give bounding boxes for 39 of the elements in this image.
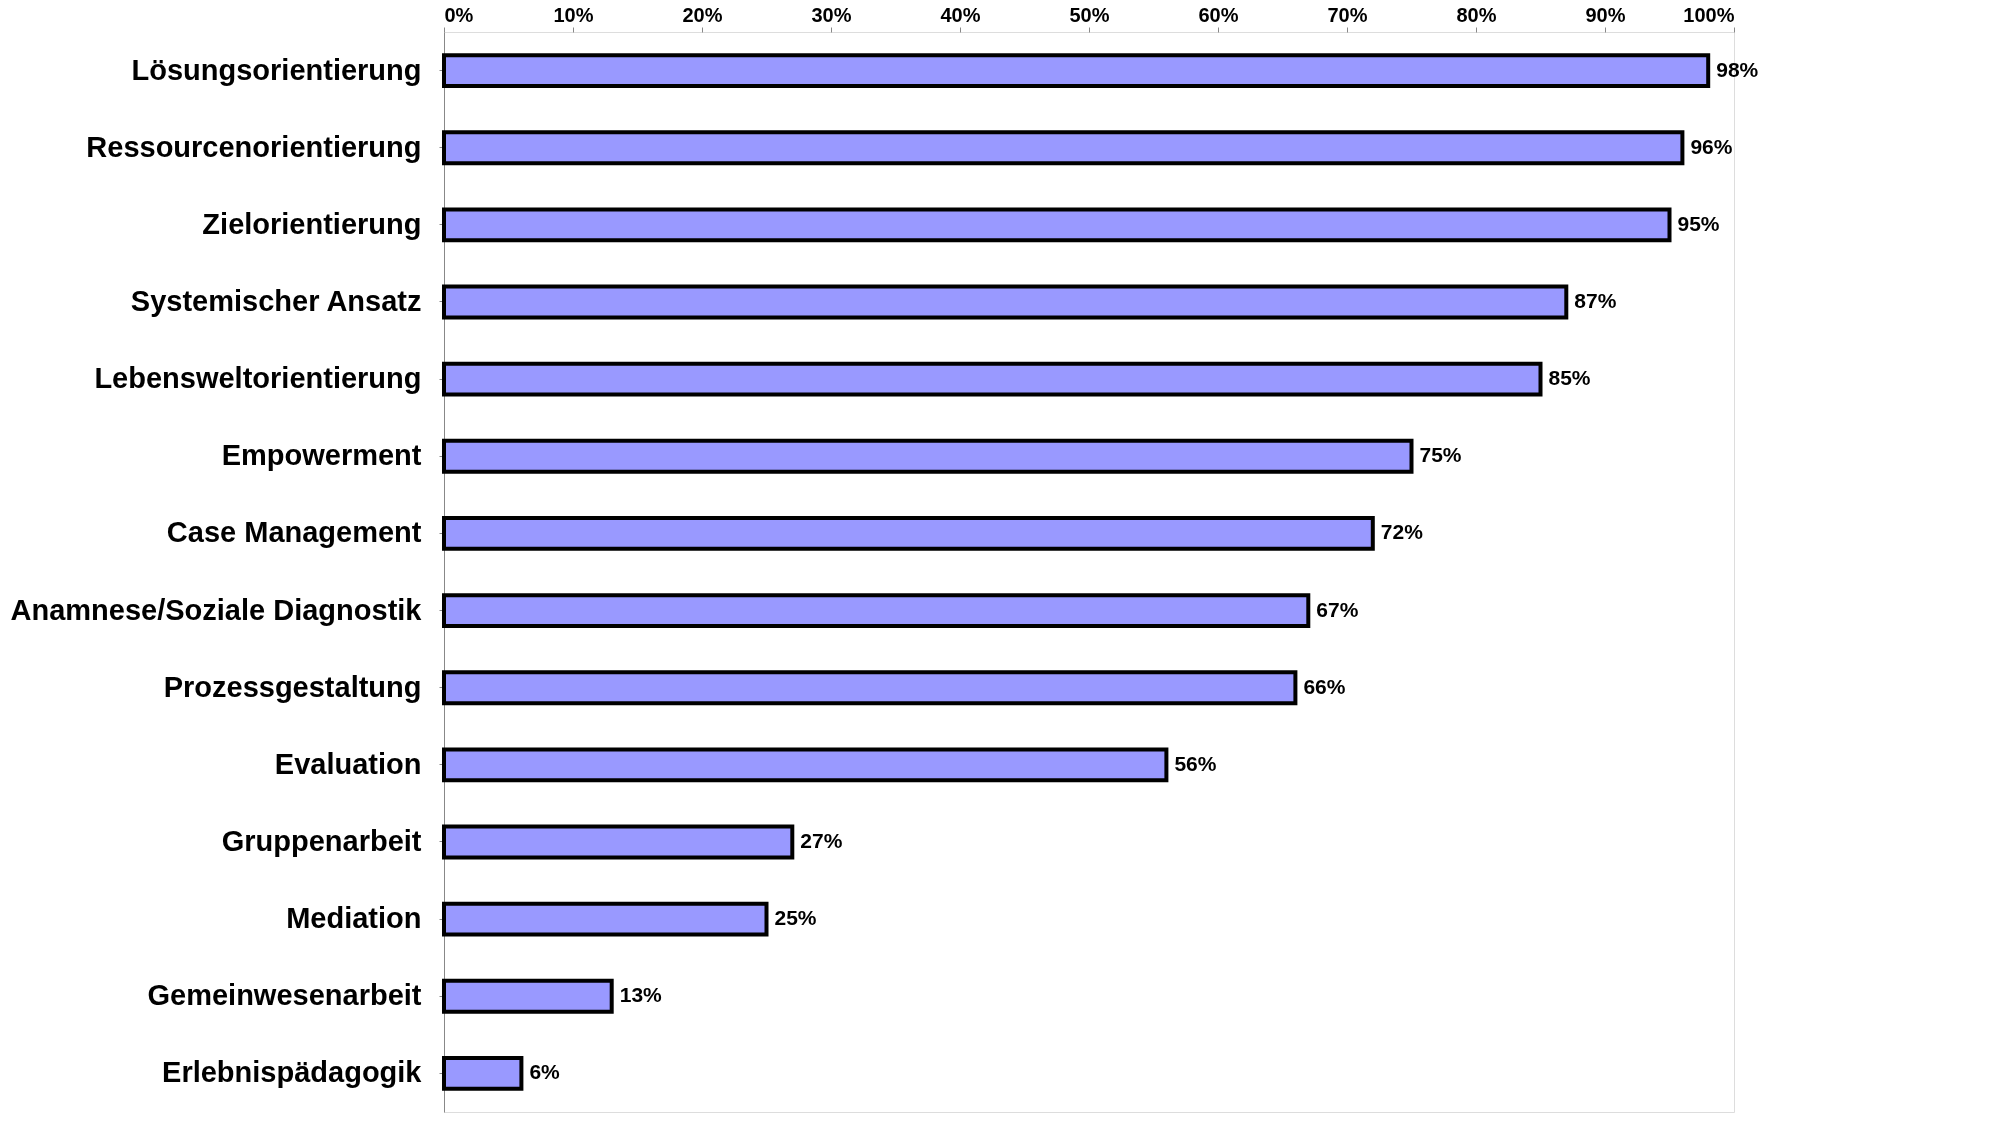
x-tick-label: 30% [811, 3, 852, 26]
y-tick-label: Lösungsorientierung [131, 53, 422, 86]
y-tick-label: Systemischer Ansatz [130, 285, 422, 317]
y-tick-label: Empowerment [221, 439, 422, 472]
x-tick-label: 20% [682, 3, 723, 26]
data-label: 87% [1574, 289, 1617, 312]
data-label: 96% [1690, 134, 1733, 158]
y-tick-label: Zielorientierung [202, 207, 422, 240]
x-tick-label: 70% [1327, 3, 1368, 26]
y-tick-label: Evaluation [274, 747, 422, 780]
x-tick-label: 0% [444, 3, 474, 26]
data-label: 27% [800, 829, 843, 852]
data-label: 56% [1174, 751, 1217, 775]
y-tick-label: Prozessgestaltung [163, 670, 422, 703]
x-tick-label: 40% [940, 3, 981, 26]
x-tick-label: 50% [1069, 3, 1110, 26]
y-tick-label: Erlebnispädagogik [162, 1056, 423, 1089]
data-label: 72% [1380, 520, 1424, 544]
y-tick-label: Lebensweltorientierung [94, 362, 422, 395]
data-label: 95% [1677, 211, 1720, 235]
x-tick-label: 80% [1456, 3, 1497, 26]
data-label: 25% [774, 906, 817, 930]
x-tick-label: 100% [1683, 3, 1735, 26]
data-label: 13% [619, 983, 663, 1007]
y-tick-label: Gruppenarbeit [221, 825, 422, 857]
data-label: 6% [529, 1060, 561, 1084]
data-label: 98% [1716, 57, 1759, 81]
y-tick-label: Mediation [286, 902, 422, 935]
data-label: 66% [1303, 674, 1346, 698]
data-label: 85% [1548, 366, 1591, 390]
x-tick-label: 10% [553, 3, 594, 26]
x-tick-label: 90% [1585, 3, 1626, 26]
y-tick-label: Ressourcenorientierung [86, 130, 422, 163]
y-tick-label: Anamnese/Soziale Diagnostik [10, 593, 423, 626]
data-label: 67% [1316, 597, 1359, 621]
y-tick-label: Gemeinwesenarbeit [147, 979, 422, 1012]
data-label: 75% [1419, 443, 1462, 467]
y-tick-label: Case Management [166, 516, 422, 549]
x-tick-label: 60% [1198, 3, 1239, 26]
